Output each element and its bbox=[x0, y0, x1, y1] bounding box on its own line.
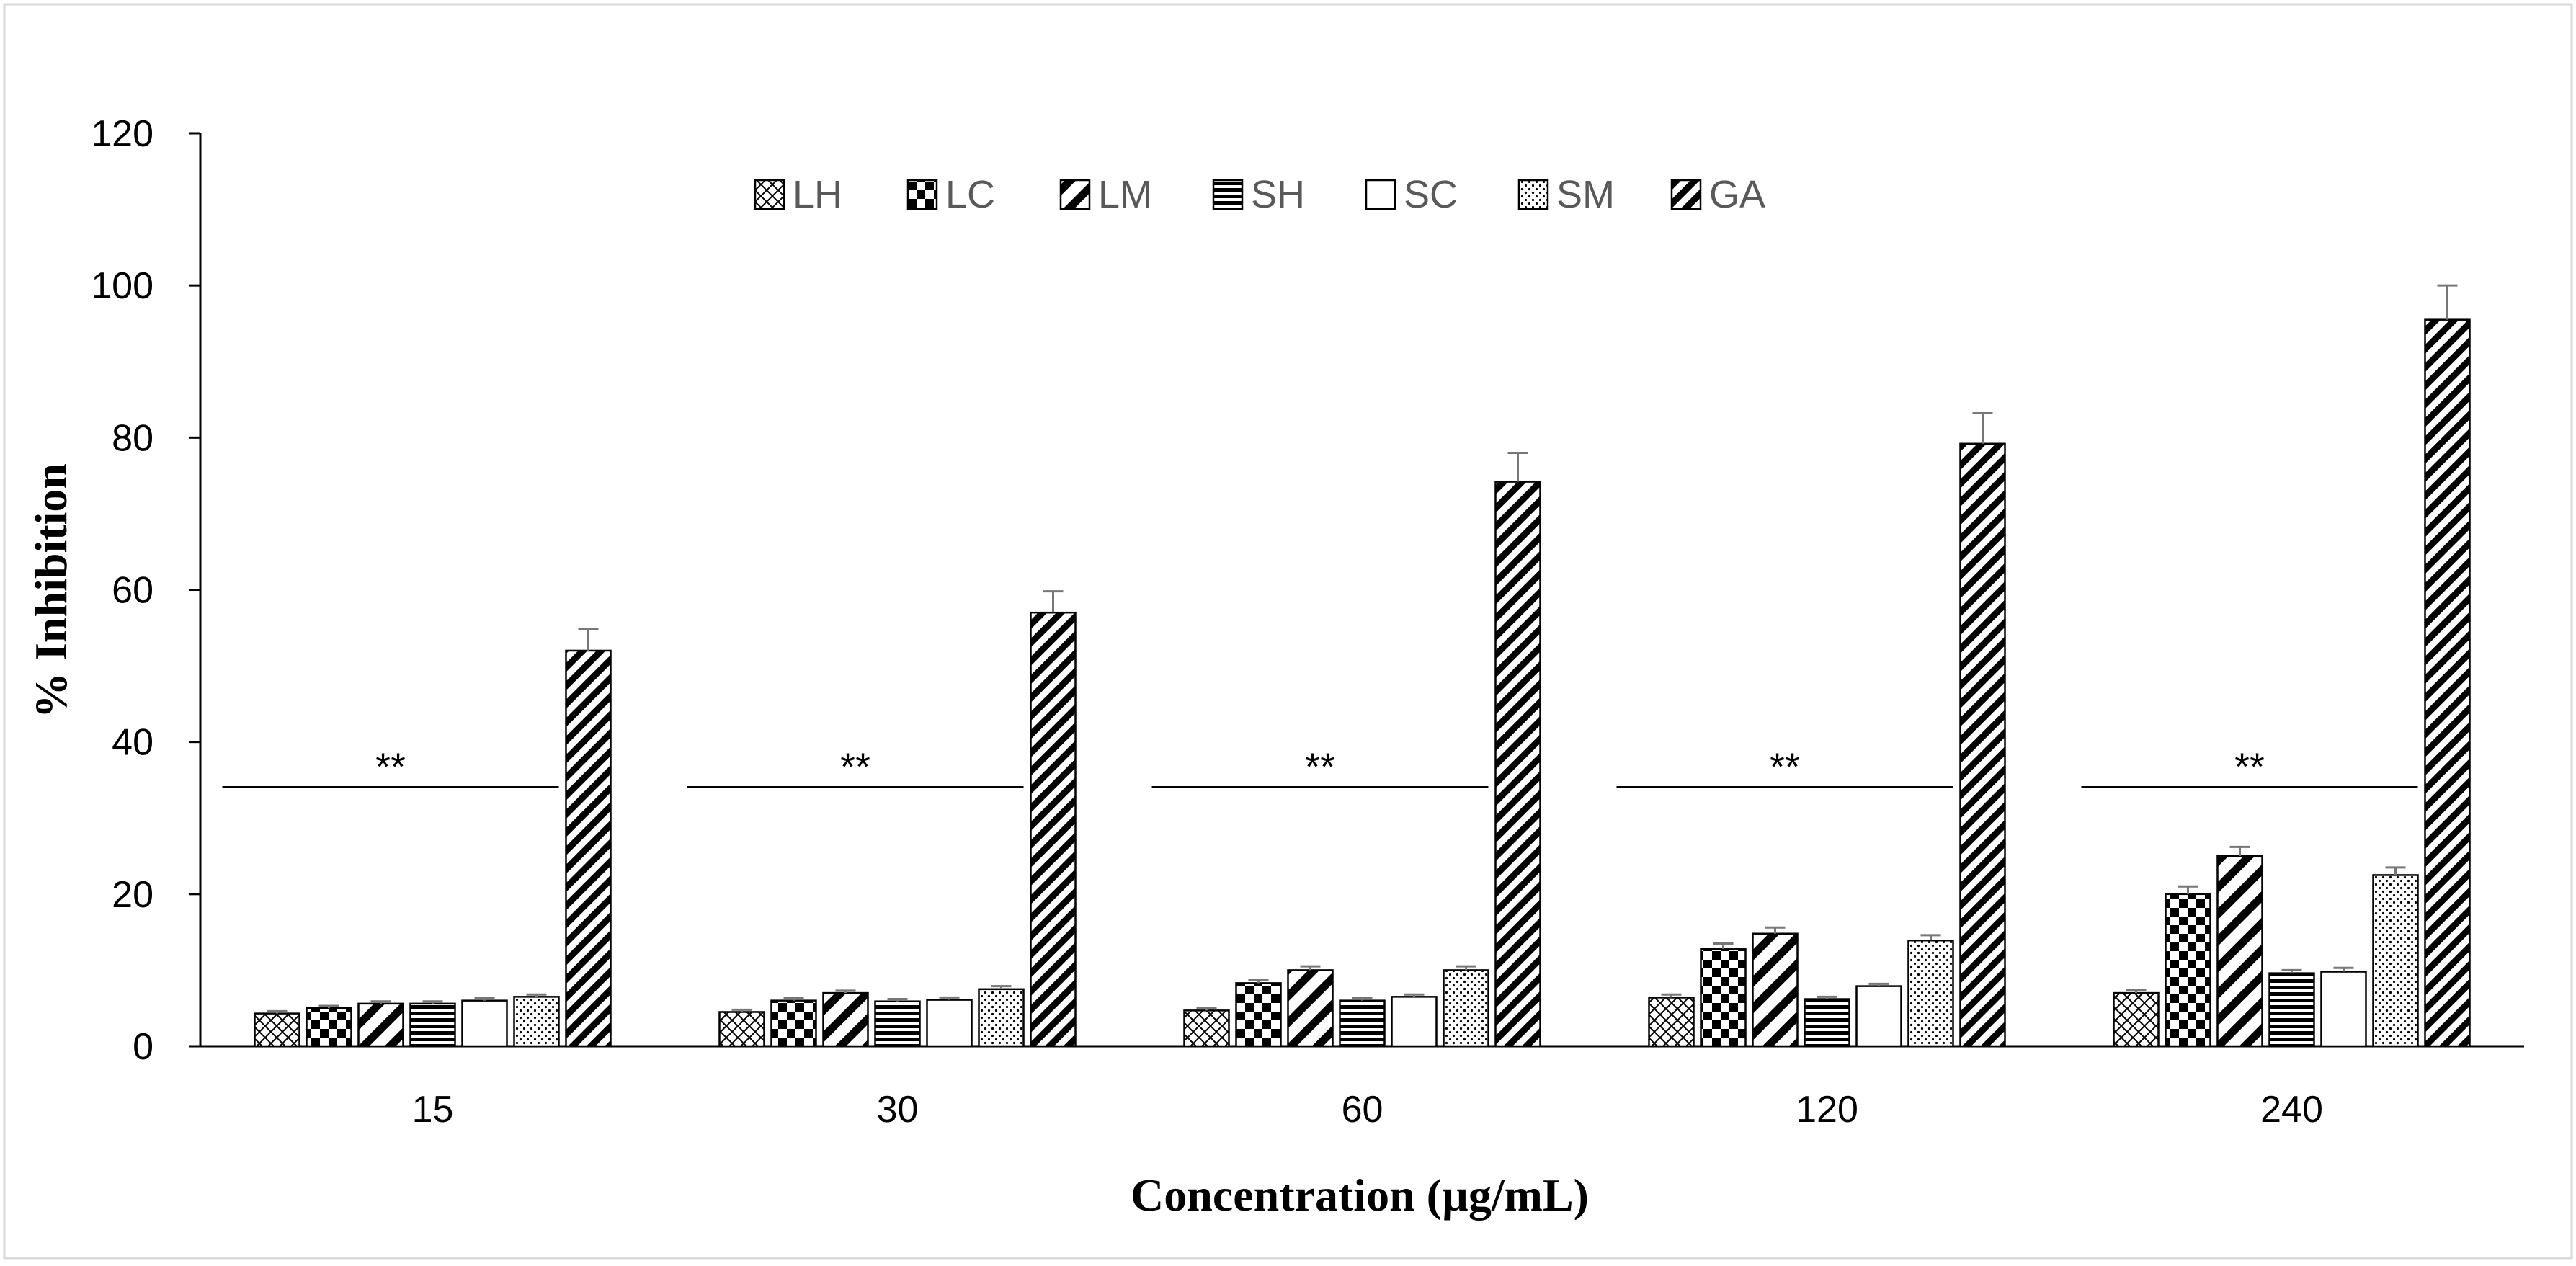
bar-LC-240 bbox=[2165, 893, 2211, 1048]
legend-swatch-LH bbox=[754, 179, 785, 210]
bar-LH-240 bbox=[2113, 991, 2160, 1048]
significance-label-120: ** bbox=[1770, 745, 1800, 788]
bar-GA-240 bbox=[2424, 318, 2471, 1048]
y-axis-label: % Inhibition bbox=[25, 463, 76, 718]
x-tick-label: 15 bbox=[412, 1089, 454, 1131]
legend-label-LH: LH bbox=[793, 173, 842, 216]
bar-SH-60 bbox=[1339, 999, 1386, 1048]
significance-label-15: ** bbox=[375, 745, 406, 788]
y-tick-label: 100 bbox=[91, 265, 153, 307]
legend-label-SC: SC bbox=[1404, 173, 1458, 216]
legend-swatch-SM bbox=[1517, 179, 1549, 210]
bar-GA-120 bbox=[1959, 442, 2006, 1048]
bar-group-15 bbox=[254, 628, 612, 1048]
bar-SC-60 bbox=[1391, 996, 1438, 1048]
x-tick-label: 30 bbox=[877, 1089, 919, 1131]
bar-SH-120 bbox=[1804, 998, 1850, 1048]
x-tick-label: 120 bbox=[1796, 1089, 1858, 1131]
chart-frame bbox=[3, 3, 2573, 1260]
significance-label-30: ** bbox=[840, 745, 870, 788]
legend-label-SM: SM bbox=[1556, 173, 1615, 216]
bar-SH-30 bbox=[874, 1000, 921, 1048]
bar-SH-15 bbox=[409, 1002, 456, 1048]
bar-SM-30 bbox=[978, 988, 1025, 1048]
legend: LH LC LM SH SC SM GA bbox=[754, 173, 1765, 216]
bar-SM-15 bbox=[513, 996, 560, 1048]
legend-label-SH: SH bbox=[1251, 173, 1305, 216]
legend-label-LC: LC bbox=[945, 173, 995, 216]
bar-SM-120 bbox=[1907, 939, 1954, 1048]
bar-LM-120 bbox=[1752, 932, 1799, 1048]
bar-SC-240 bbox=[2320, 971, 2367, 1048]
bar-GA-30 bbox=[1030, 611, 1077, 1048]
legend-swatch-SC bbox=[1365, 179, 1396, 210]
bars-layer: 15 30 60 120 240 bbox=[254, 284, 2471, 1131]
x-axis-label: Concentration (µg/mL) bbox=[1131, 1169, 1589, 1221]
x-tick-label: 240 bbox=[2260, 1089, 2323, 1131]
bar-group-240 bbox=[2113, 284, 2471, 1048]
legend-swatch-SH bbox=[1212, 179, 1244, 210]
legend-item-SC: SC bbox=[1365, 173, 1458, 216]
legend-item-SH: SH bbox=[1212, 173, 1305, 216]
legend-item-LH: LH bbox=[754, 173, 842, 216]
y-tick-label: 60 bbox=[112, 570, 153, 612]
bar-SM-240 bbox=[2372, 874, 2419, 1048]
bar-GA-60 bbox=[1494, 481, 1541, 1048]
bar-LM-15 bbox=[357, 1002, 404, 1048]
x-tick-label: 60 bbox=[1342, 1089, 1383, 1131]
bar-group-60 bbox=[1183, 451, 1541, 1048]
legend-label-GA: GA bbox=[1709, 173, 1765, 216]
bar-LC-120 bbox=[1700, 948, 1747, 1048]
bar-SC-120 bbox=[1855, 985, 1902, 1048]
annotations-layer: ** ** ** ** ** bbox=[222, 745, 2418, 788]
bar-LC-15 bbox=[306, 1007, 352, 1048]
legend-label-LM: LM bbox=[1098, 173, 1152, 216]
y-tick-label: 40 bbox=[112, 722, 153, 764]
y-tick-label: 120 bbox=[91, 113, 153, 155]
legend-swatch-LM bbox=[1059, 179, 1091, 210]
bar-group-30 bbox=[718, 590, 1077, 1048]
legend-item-LC: LC bbox=[906, 173, 995, 216]
bar-LM-30 bbox=[822, 991, 869, 1048]
legend-item-GA: GA bbox=[1670, 173, 1765, 216]
bar-SH-240 bbox=[2268, 972, 2315, 1048]
bar-LM-60 bbox=[1287, 969, 1334, 1048]
legend-swatch-GA bbox=[1670, 179, 1702, 210]
bar-GA-15 bbox=[565, 649, 612, 1048]
bar-LH-60 bbox=[1183, 1009, 1230, 1048]
y-tick-label: 20 bbox=[112, 874, 153, 916]
bar-SC-15 bbox=[461, 999, 508, 1048]
significance-label-240: ** bbox=[2234, 745, 2265, 788]
bar-LH-120 bbox=[1648, 997, 1695, 1048]
bar-LM-240 bbox=[2216, 855, 2263, 1048]
bar-SM-60 bbox=[1443, 969, 1489, 1048]
legend-item-LM: LM bbox=[1059, 173, 1152, 216]
bar-LH-30 bbox=[718, 1011, 765, 1048]
bar-LC-60 bbox=[1235, 982, 1282, 1048]
bar-LC-30 bbox=[770, 999, 817, 1048]
y-tick-label: 80 bbox=[112, 417, 153, 459]
bar-LH-15 bbox=[254, 1012, 300, 1048]
legend-item-SM: SM bbox=[1517, 173, 1615, 216]
y-tick-label: 0 bbox=[133, 1026, 153, 1068]
bar-group-120 bbox=[1648, 412, 2006, 1048]
legend-swatch-LC bbox=[906, 179, 938, 210]
significance-label-60: ** bbox=[1305, 745, 1335, 788]
bar-SC-30 bbox=[926, 999, 973, 1048]
